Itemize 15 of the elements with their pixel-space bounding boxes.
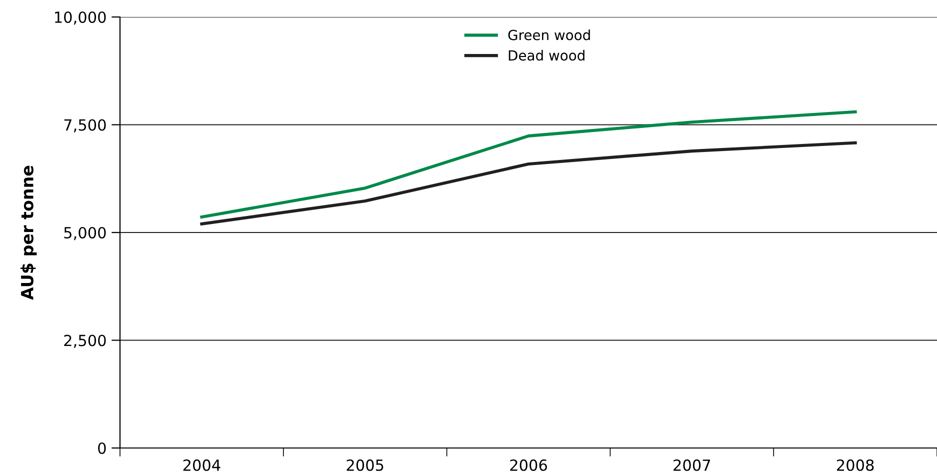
y-tick-label: 0 (98, 442, 106, 454)
y-axis-title: AU$ per tonne (20, 166, 37, 300)
x-tick-label: 2005 (346, 459, 384, 471)
legend-label: Green wood (508, 30, 590, 40)
y-tick-label: 7,500 (64, 119, 106, 132)
y-tick-label: 10,000 (55, 11, 106, 25)
line-series (200, 141, 857, 226)
x-tick-label: 2006 (510, 459, 547, 471)
line-series (200, 110, 857, 219)
legend-label: Dead wood (508, 50, 584, 61)
x-tick-label: 2004 (183, 459, 220, 471)
x-tick-label: 2008 (836, 459, 874, 471)
y-tick-label: 2,500 (64, 334, 106, 348)
y-tick-label: 5,000 (64, 226, 106, 240)
x-tick-label: 2007 (674, 459, 710, 471)
